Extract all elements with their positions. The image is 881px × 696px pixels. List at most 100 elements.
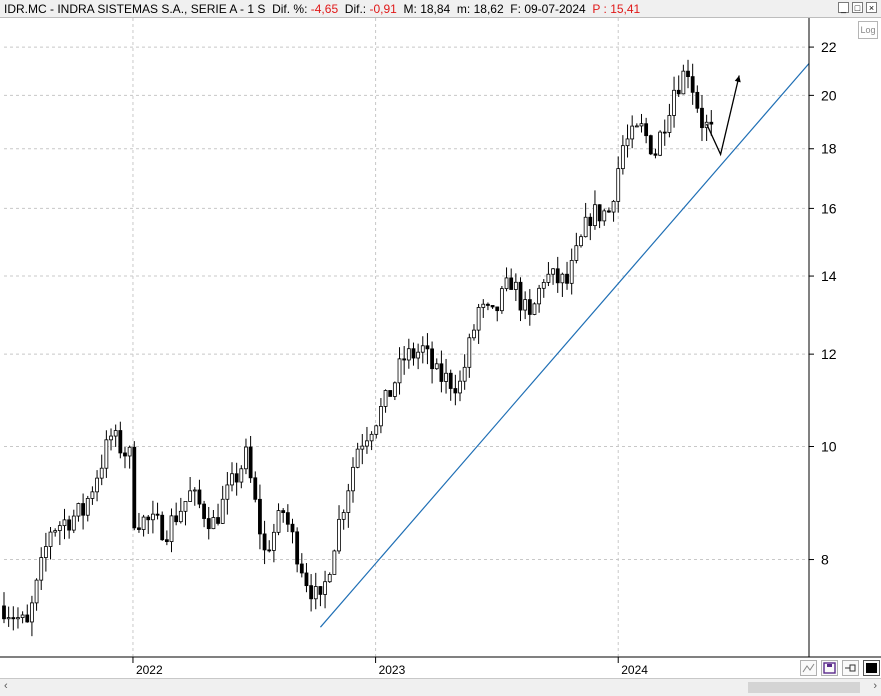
candle-body [341,512,346,520]
forecast-arrowhead [734,75,741,83]
candle-body [188,490,193,502]
y-tick-label: 16 [821,200,837,216]
candle-body [262,533,267,551]
candle-body [43,546,48,558]
candle-body [579,236,583,247]
candle-body [137,527,141,530]
candle-body [16,617,20,620]
candle-body [271,531,276,551]
candle-body [709,121,714,125]
candle-body [676,89,681,95]
candle-body [99,467,104,479]
candle-body [653,153,658,156]
candle-body [67,519,72,531]
candle-body [76,503,81,517]
candle-body [230,473,234,486]
horizontal-scrollbar[interactable]: ‹ › [0,678,881,696]
candle-body [537,287,542,305]
forecast-arrow [706,75,740,157]
date-label: F: [510,2,521,16]
x-tick-label: 2024 [621,663,648,677]
candle-body [351,466,355,492]
candle-body [509,277,514,290]
candle-body [434,363,439,370]
min-value: 18,62 [473,2,504,16]
candle-body [365,440,369,447]
candle-body [383,390,388,407]
candle-body [276,510,281,533]
candle-body [244,446,248,470]
candle-body [20,614,25,619]
candle-body [174,515,179,523]
candle-body [216,517,220,524]
scroll-thumb[interactable] [748,682,860,693]
candle-body [490,305,495,308]
color-square-icon[interactable] [863,660,880,676]
candle-body [690,76,695,93]
candle-body [546,273,551,283]
chart-style-icon[interactable] [800,660,817,676]
grid-lines [4,18,809,657]
candle-body [481,303,486,308]
scroll-left-icon[interactable]: ‹ [4,680,8,692]
candle-body [486,303,490,306]
candle-body [146,516,151,521]
candle-body [151,513,155,521]
candle-body [374,425,379,435]
candle-body [402,358,407,361]
candle-body [574,245,579,261]
candle-body [560,273,565,284]
candle-body [160,514,165,541]
candle-body [323,581,327,595]
save-icon[interactable] [821,660,838,676]
candle-body [34,579,39,604]
candle-body [700,107,704,129]
candle-body [346,490,351,513]
candle-body [616,168,621,202]
log-scale-button[interactable]: Log [858,21,878,39]
candle-body [206,518,211,530]
candle-body [281,510,286,514]
price-value: 15,41 [610,2,641,16]
support-trendline [319,63,810,628]
candle-body [132,446,137,529]
date-value: 09-07-2024 [524,2,586,16]
candle-body [518,281,523,311]
candle-body [648,135,653,155]
y-tick-label: 18 [821,141,837,157]
x-tick-label: 2022 [136,663,163,677]
candle-body [178,510,183,523]
scroll-right-icon[interactable]: › [873,680,877,692]
minimize-button[interactable]: _ [838,2,849,13]
candle-body [253,477,258,500]
maximize-button[interactable]: □ [852,2,863,13]
candle-body [248,446,253,479]
candle-body [318,586,323,595]
candle-body [71,515,76,531]
candle-body [295,531,300,565]
title-bar: IDR.MC - INDRA SISTEMAS S.A., SERIE A - … [0,0,881,18]
candle-body [192,489,197,492]
pin-icon[interactable] [842,660,859,676]
candle-body [462,366,467,382]
candle-body [53,530,58,533]
candle-body [39,557,44,581]
candle-body [644,123,649,137]
min-label: m: [456,2,471,16]
candle-body [379,406,383,427]
candle-body [290,523,295,533]
candle-body [104,439,109,469]
y-tick-label: 20 [821,87,837,103]
candle-body [220,498,225,524]
candle-body [285,512,290,525]
ticker-label: IDR.MC - INDRA SISTEMAS S.A., SERIE A - … [4,2,266,16]
candle-body [458,380,462,394]
candle-body [411,348,416,359]
x-tick-label: 2023 [379,663,406,677]
close-button[interactable]: × [866,2,877,13]
max-value: 18,84 [420,2,451,16]
candle-body [527,299,532,315]
candlesticks [2,59,714,637]
